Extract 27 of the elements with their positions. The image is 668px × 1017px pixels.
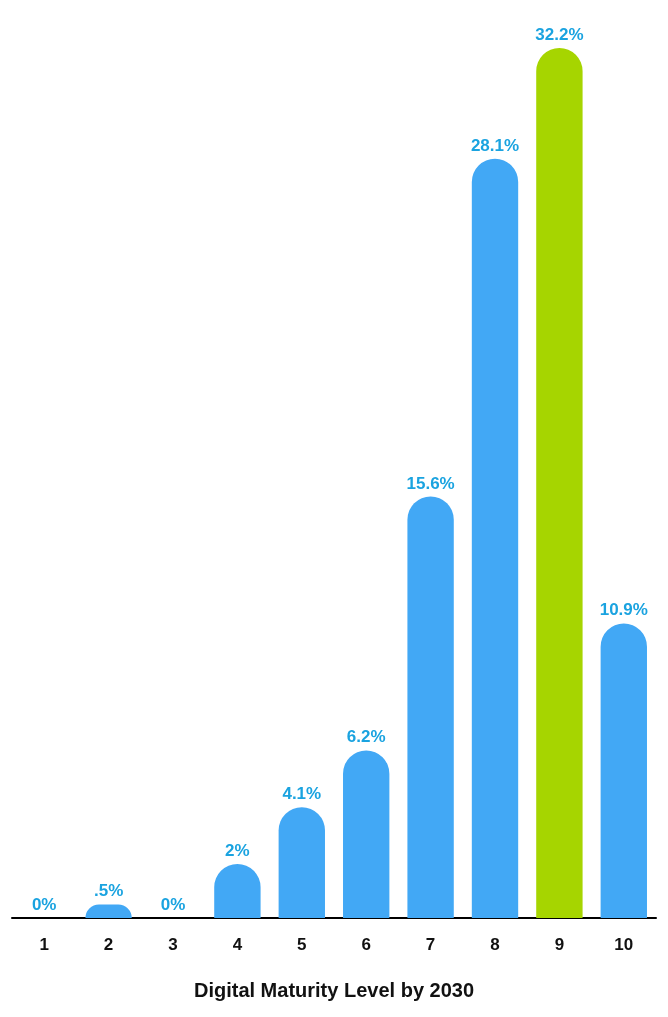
x-tick-label: 2 bbox=[103, 935, 114, 954]
data-label: 32.2% bbox=[535, 25, 584, 44]
x-tick-label: 3 bbox=[168, 935, 178, 954]
data-label: 10.9% bbox=[599, 600, 648, 620]
x-tick-label: 4 bbox=[232, 935, 243, 954]
bar bbox=[536, 48, 583, 918]
data-label: 0% bbox=[31, 895, 57, 914]
data-label: 6.2% bbox=[346, 727, 386, 747]
x-tick-label: 8 bbox=[490, 935, 500, 954]
data-label: 2% bbox=[225, 840, 250, 860]
x-axis-title: Digital Maturity Level by 2030 bbox=[193, 979, 475, 1001]
bar bbox=[600, 623, 647, 918]
data-label: 4.1% bbox=[282, 784, 322, 804]
x-tick-label: 5 bbox=[297, 935, 307, 954]
x-tick-label: 6 bbox=[361, 935, 371, 954]
x-tick-label: 1 bbox=[39, 935, 49, 954]
data-label: 28.1% bbox=[470, 135, 520, 155]
bar bbox=[407, 496, 454, 918]
bar bbox=[278, 807, 325, 918]
data-label: 0% bbox=[160, 895, 186, 914]
bar bbox=[343, 750, 390, 918]
data-label: .5% bbox=[93, 881, 124, 901]
x-tick-label: 7 bbox=[425, 935, 436, 954]
x-tick-label: 9 bbox=[554, 935, 565, 954]
bar bbox=[471, 158, 519, 918]
data-label: 15.6% bbox=[406, 473, 455, 493]
x-tick-label: 10 bbox=[614, 935, 634, 954]
